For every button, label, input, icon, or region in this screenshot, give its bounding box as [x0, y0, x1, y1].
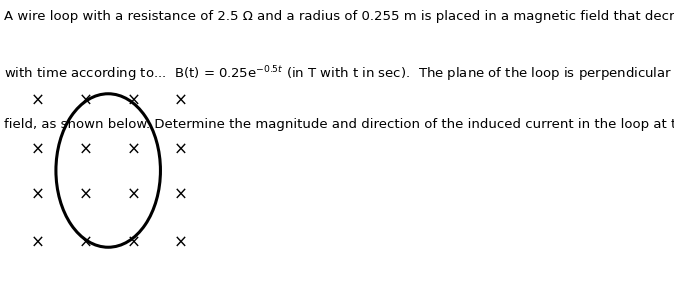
Text: ×: × — [31, 92, 44, 110]
Text: ×: × — [174, 92, 188, 110]
Text: ×: × — [174, 186, 188, 204]
Text: ×: × — [126, 234, 140, 252]
Text: ×: × — [126, 140, 140, 158]
Text: ×: × — [126, 186, 140, 204]
Text: ×: × — [79, 234, 92, 252]
Text: field, as shown below. Determine the magnitude and direction of the induced curr: field, as shown below. Determine the mag… — [3, 118, 674, 131]
Text: A wire loop with a resistance of 2.5 Ω and a radius of 0.255 m is placed in a ma: A wire loop with a resistance of 2.5 Ω a… — [3, 10, 674, 23]
Text: ×: × — [79, 140, 92, 158]
Text: ×: × — [31, 234, 44, 252]
Text: ×: × — [31, 140, 44, 158]
Text: ×: × — [126, 92, 140, 110]
Text: ×: × — [174, 140, 188, 158]
Text: ×: × — [31, 186, 44, 204]
Text: with time according to...  B(t) = 0.25e$^{-0.5t}$ (in T with t in sec).  The pla: with time according to... B(t) = 0.25e$^… — [3, 64, 674, 84]
Text: ×: × — [79, 186, 92, 204]
Text: ×: × — [174, 234, 188, 252]
Text: ×: × — [79, 92, 92, 110]
